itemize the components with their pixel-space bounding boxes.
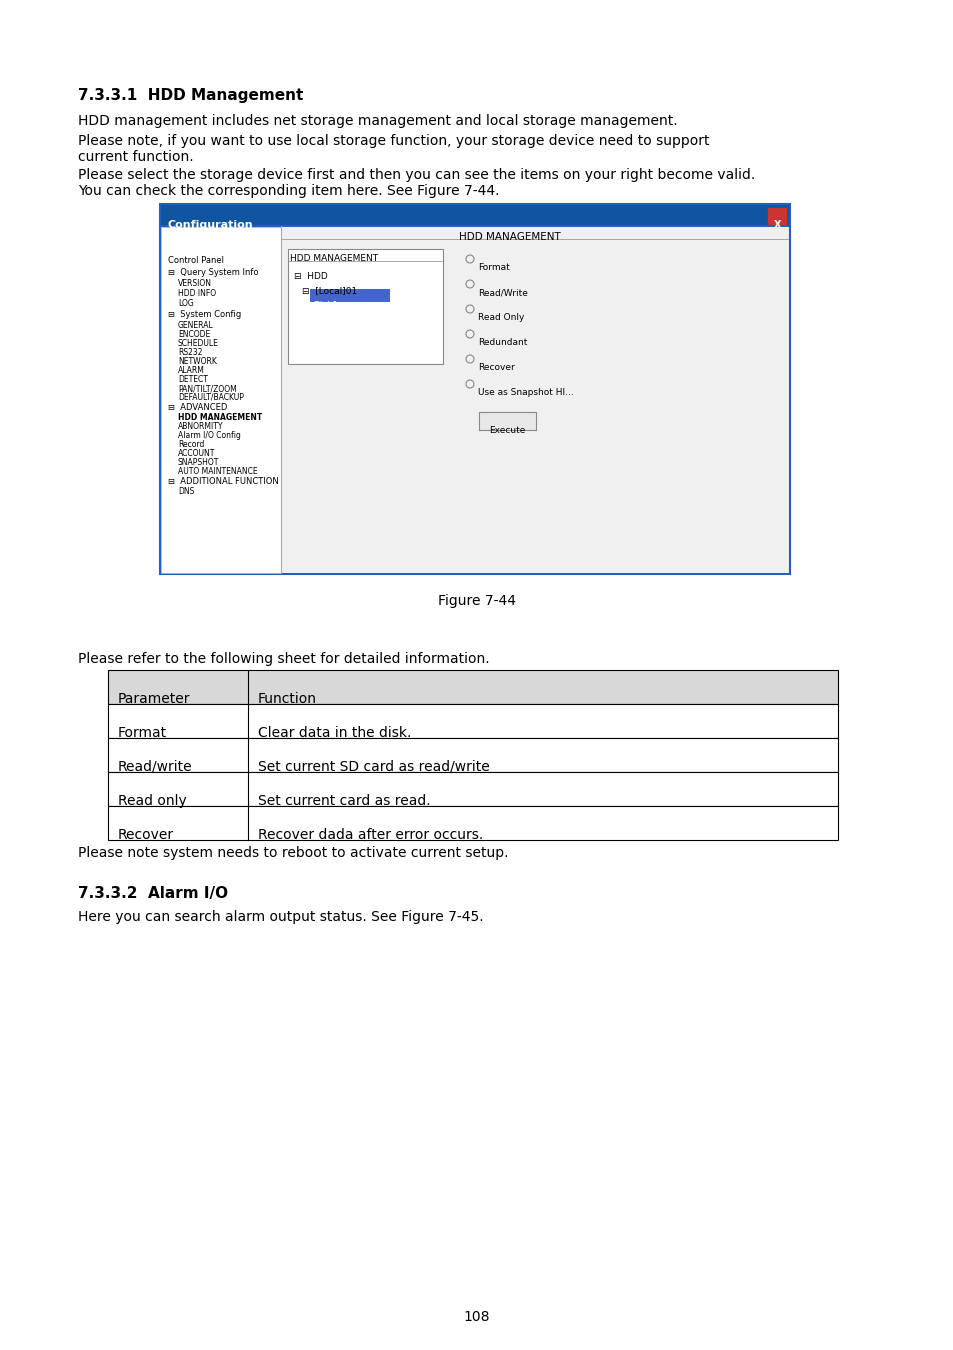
Text: X: X: [773, 220, 781, 230]
Text: Format: Format: [477, 263, 509, 271]
Text: AUTO MAINTENANCE: AUTO MAINTENANCE: [178, 467, 257, 477]
Text: Record: Record: [178, 440, 204, 450]
Text: Disk1: Disk1: [313, 301, 337, 310]
Bar: [108, 738, 837, 772]
Text: Parameter: Parameter: [118, 693, 191, 706]
Bar: [108, 772, 837, 806]
Bar: [161, 227, 281, 572]
Text: Please note system needs to reboot to activate current setup.: Please note system needs to reboot to ac…: [78, 846, 508, 860]
Text: 7.3.3.1  HDD Management: 7.3.3.1 HDD Management: [78, 88, 303, 103]
Text: Please refer to the following sheet for detailed information.: Please refer to the following sheet for …: [78, 652, 489, 666]
Text: Please note, if you want to use local storage function, your storage device need: Please note, if you want to use local st…: [78, 134, 709, 165]
Text: Execute: Execute: [488, 427, 525, 435]
FancyBboxPatch shape: [478, 412, 536, 431]
Text: ⊟  ADVANCED: ⊟ ADVANCED: [168, 404, 227, 412]
Text: HDD MANAGEMENT: HDD MANAGEMENT: [178, 413, 262, 423]
Bar: [160, 225, 789, 574]
Text: LOG: LOG: [178, 298, 193, 308]
Text: GENERAL: GENERAL: [178, 321, 213, 329]
Text: Please select the storage device first and then you can see the items on your ri: Please select the storage device first a…: [78, 167, 755, 198]
Text: ⊟  ADDITIONAL FUNCTION: ⊟ ADDITIONAL FUNCTION: [168, 477, 278, 486]
Text: ⊟  HDD: ⊟ HDD: [294, 271, 328, 281]
Bar: [108, 806, 837, 840]
Text: Set current SD card as read/write: Set current SD card as read/write: [257, 760, 489, 774]
Text: ⊟  Query System Info: ⊟ Query System Info: [168, 269, 258, 277]
Text: Clear data in the disk.: Clear data in the disk.: [257, 726, 411, 740]
FancyBboxPatch shape: [288, 248, 442, 364]
Bar: [160, 204, 789, 225]
Text: HDD MANAGEMENT: HDD MANAGEMENT: [458, 232, 560, 242]
Text: NETWORK: NETWORK: [178, 356, 216, 366]
Text: Redundant: Redundant: [477, 338, 527, 347]
Text: DETECT: DETECT: [178, 375, 208, 383]
Text: SNAPSHOT: SNAPSHOT: [178, 458, 219, 467]
Text: HDD INFO: HDD INFO: [178, 289, 216, 298]
Bar: [160, 204, 789, 225]
Text: ALARM: ALARM: [178, 366, 205, 375]
Text: RS232: RS232: [178, 348, 202, 356]
Text: Set current card as read.: Set current card as read.: [257, 794, 430, 809]
Text: DEFAULT/BACKUP: DEFAULT/BACKUP: [178, 393, 244, 402]
Bar: [310, 289, 390, 302]
Bar: [282, 227, 787, 572]
Text: Configuration: Configuration: [168, 220, 253, 230]
Text: Read only: Read only: [118, 794, 187, 809]
Text: HDD MANAGEMENT: HDD MANAGEMENT: [290, 254, 377, 263]
Text: Recover: Recover: [118, 828, 174, 842]
Text: HDD management includes net storage management and local storage management.: HDD management includes net storage mana…: [78, 113, 677, 128]
Text: ABNORMITY: ABNORMITY: [178, 423, 223, 431]
Text: DNS: DNS: [178, 487, 194, 495]
Text: Recover dada after error occurs.: Recover dada after error occurs.: [257, 828, 483, 842]
Text: ⊟  System Config: ⊟ System Config: [168, 310, 241, 319]
Text: Read/write: Read/write: [118, 760, 193, 774]
Text: Recover: Recover: [477, 363, 515, 373]
Text: Alarm I/O Config: Alarm I/O Config: [178, 431, 240, 440]
Text: VERSION: VERSION: [178, 279, 212, 288]
Text: Read/Write: Read/Write: [477, 288, 527, 297]
Bar: [108, 703, 837, 738]
Text: 7.3.3.2  Alarm I/O: 7.3.3.2 Alarm I/O: [78, 886, 228, 900]
Text: Use as Snapshot HI...: Use as Snapshot HI...: [477, 387, 573, 397]
Bar: [108, 670, 837, 703]
Text: ACCOUNT: ACCOUNT: [178, 450, 215, 458]
Text: Read Only: Read Only: [477, 313, 524, 323]
Text: Control Panel: Control Panel: [168, 256, 224, 265]
Text: Function: Function: [257, 693, 316, 706]
Text: ENCODE: ENCODE: [178, 329, 210, 339]
Text: Format: Format: [118, 726, 167, 740]
Text: PAN/TILT/ZOOM: PAN/TILT/ZOOM: [178, 383, 236, 393]
Text: 108: 108: [463, 1310, 490, 1324]
Text: Figure 7-44: Figure 7-44: [437, 594, 516, 608]
Bar: [767, 208, 785, 224]
Text: Here you can search alarm output status. See Figure 7-45.: Here you can search alarm output status.…: [78, 910, 483, 923]
Text: ⊟  [Local]01: ⊟ [Local]01: [302, 286, 356, 296]
Text: SCHEDULE: SCHEDULE: [178, 339, 218, 348]
